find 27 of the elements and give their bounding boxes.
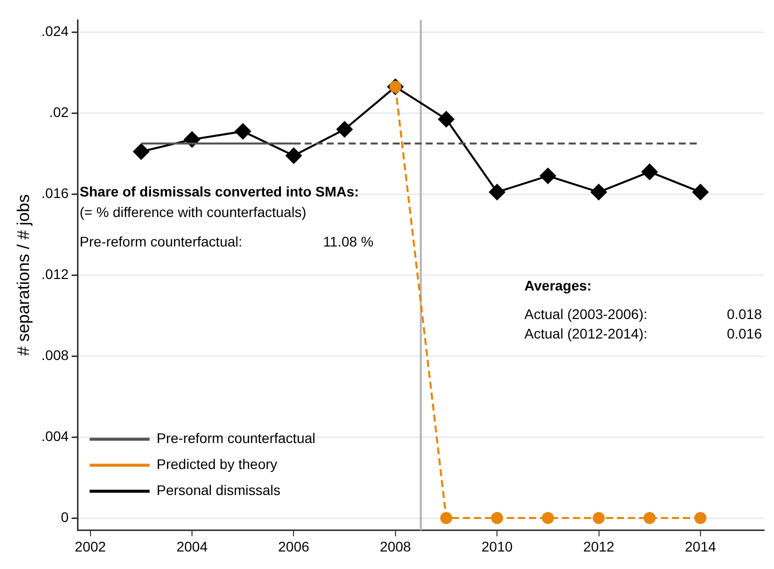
y-tick-label: .024 <box>41 23 69 40</box>
annotation: Actual (2012-2014): <box>524 326 648 342</box>
y-tick-label: .012 <box>41 266 69 282</box>
annotation: Share of dismissals converted into SMAs: <box>80 183 359 200</box>
annotation: Pre-reform counterfactual: <box>80 233 242 250</box>
annotation: Actual (2003-2006): <box>524 306 648 322</box>
y-tick-label: .004 <box>41 428 69 444</box>
annotation: 0.018 <box>726 306 762 322</box>
x-tick-label: 2006 <box>278 538 310 554</box>
legend-label: Pre-reform counterfactual <box>156 430 316 446</box>
annotation: 11.08 % <box>323 233 374 250</box>
y-tick-label: .016 <box>41 184 69 201</box>
y-tick-label: 0 <box>60 508 69 525</box>
x-tick-label: 2010 <box>482 538 513 554</box>
y-tick-label: .02 <box>49 104 69 120</box>
x-tick-label: 2008 <box>380 538 412 554</box>
x-tick-label: 2002 <box>74 538 106 554</box>
legend-label: Personal dismissals <box>156 482 280 498</box>
y-tick-label: .008 <box>41 346 69 363</box>
x-tick-label: 2004 <box>176 538 208 554</box>
legend-label: Predicted by theory <box>156 456 278 472</box>
x-tick-label: 2012 <box>583 538 615 554</box>
y-axis-title: # separations / # jobs <box>14 194 33 356</box>
x-tick-label: 2014 <box>684 538 716 554</box>
annotation: 0.016 <box>726 326 762 342</box>
annotation: (= % difference with counterfactuals) <box>80 204 306 220</box>
annotation: Averages: <box>524 278 592 294</box>
